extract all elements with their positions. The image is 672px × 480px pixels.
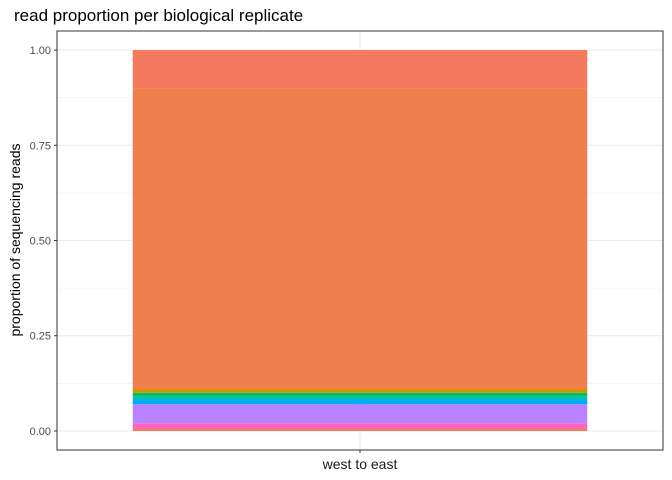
y-axis-title: proportion of sequencing reads: [7, 143, 23, 336]
bar-segment-segment-9: [132, 50, 588, 89]
y-tick-label: 0.75: [30, 140, 51, 152]
bar-segment-segment-1: [132, 427, 588, 431]
y-tick-label: 1.00: [30, 45, 51, 57]
bar-segment-segment-2: [132, 423, 588, 428]
bar-segment-segment-8: [132, 88, 588, 390]
bars: [132, 50, 588, 431]
bar-segment-segment-5: [132, 396, 588, 401]
chart-title: read proportion per biological replicate: [14, 6, 303, 25]
y-tick-label: 0.00: [30, 426, 51, 438]
x-axis: west to east: [322, 450, 398, 472]
bar-segment-segment-7: [132, 389, 588, 393]
bar-segment-segment-6: [132, 392, 588, 397]
bar-segment-segment-4: [132, 400, 588, 405]
y-axis: 0.00 0.25 0.50 0.75 1.00: [30, 45, 57, 438]
x-tick-label: west to east: [322, 456, 398, 472]
y-tick-label: 0.50: [30, 236, 51, 248]
y-tick-label: 0.25: [30, 331, 51, 343]
bar-segment-segment-3: [132, 404, 588, 424]
